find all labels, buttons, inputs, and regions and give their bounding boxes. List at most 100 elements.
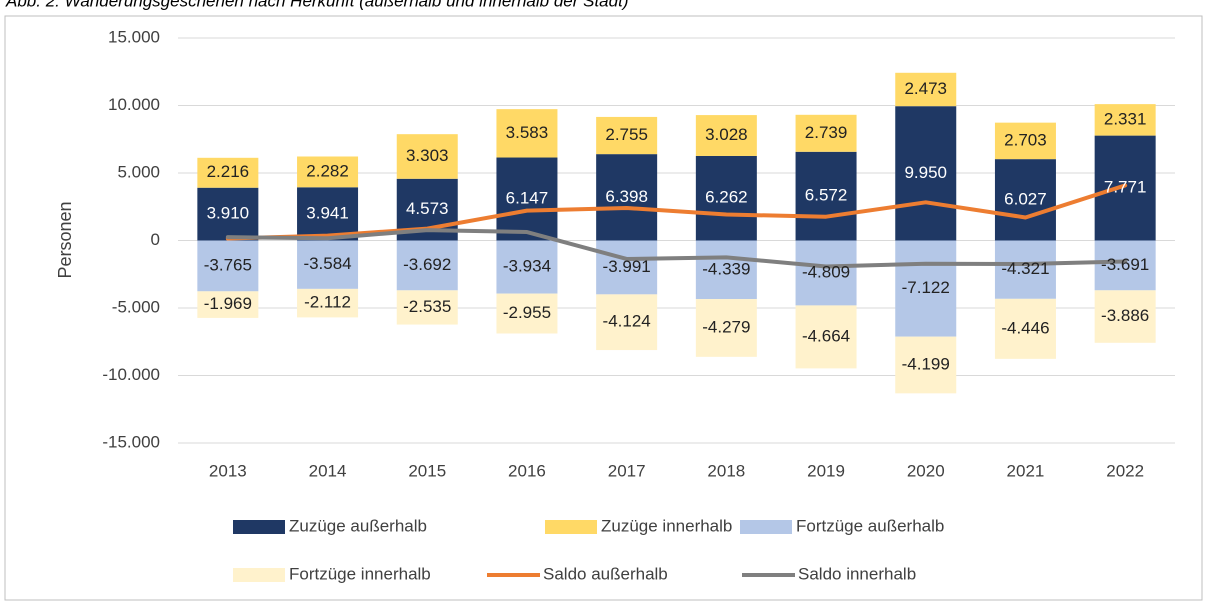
bar (197, 157, 259, 188)
data-label: 3.303 (406, 146, 449, 165)
data-label: -3.765 (204, 255, 252, 274)
data-label: -4.339 (702, 259, 750, 278)
data-label: 6.147 (506, 188, 549, 207)
data-label: 9.950 (904, 163, 947, 182)
legend-label: Saldo außerhalb (543, 564, 668, 583)
data-label: 2.331 (1104, 109, 1147, 128)
chart-frame (4, 15, 1203, 601)
data-label: -2.955 (503, 303, 551, 322)
data-label: 4.573 (406, 199, 449, 218)
data-label: -4.279 (702, 317, 750, 336)
bar (695, 240, 757, 300)
data-label: -4.124 (603, 312, 651, 331)
bar (396, 240, 458, 291)
legend-swatch (740, 520, 792, 534)
line-series (225, 183, 1128, 241)
bar (496, 157, 558, 241)
y-tick-label: 0 (151, 230, 160, 249)
x-tick-label: 2015 (408, 461, 446, 480)
bar (994, 240, 1056, 299)
bar (596, 294, 658, 351)
x-tick-label: 2018 (707, 461, 745, 480)
data-label: -7.122 (902, 278, 950, 297)
bar (994, 159, 1056, 241)
data-label: 3.583 (506, 123, 549, 142)
legend-label: Zuzüge innerhalb (601, 516, 732, 535)
data-label: -3.886 (1101, 306, 1149, 325)
x-tick-label: 2014 (309, 461, 347, 480)
data-label: -3.934 (503, 257, 551, 276)
y-tick-label: -5.000 (112, 297, 160, 316)
data-label: -4.321 (1001, 259, 1049, 278)
data-label: 3.028 (705, 125, 748, 144)
x-tick-label: 2013 (209, 461, 247, 480)
bar (795, 114, 857, 152)
data-label: -1.969 (204, 294, 252, 313)
data-label: -4.809 (802, 262, 850, 281)
data-label: 7.771 (1104, 178, 1147, 197)
bar (297, 240, 359, 289)
x-tick-label: 2021 (1007, 461, 1045, 480)
bar (496, 240, 558, 294)
data-label: 2.473 (904, 79, 947, 98)
legend-label: Fortzüge innerhalb (289, 564, 431, 583)
bar (994, 122, 1056, 160)
bar (795, 240, 857, 306)
bar (795, 151, 857, 241)
bar (895, 240, 957, 337)
data-label: 6.572 (805, 186, 848, 205)
bar (496, 293, 558, 334)
bar (1094, 104, 1156, 136)
bar (994, 298, 1056, 359)
legend-swatch (545, 520, 597, 534)
data-label: 3.941 (306, 203, 349, 222)
data-label: 2.755 (605, 125, 648, 144)
bar (895, 336, 957, 394)
data-label: -4.664 (802, 326, 850, 345)
legend-label: Fortzüge außerhalb (796, 516, 944, 535)
bar (596, 116, 658, 155)
y-tick-label: -15.000 (102, 432, 160, 451)
data-label: -3.991 (603, 257, 651, 276)
data-label: 3.910 (207, 204, 250, 223)
bar (1094, 240, 1156, 291)
bar (596, 240, 658, 295)
bar (197, 291, 259, 318)
bar (695, 155, 757, 241)
bar (695, 299, 757, 357)
y-tick-label: -10.000 (102, 365, 160, 384)
bar (596, 154, 658, 241)
bar (197, 240, 259, 292)
y-tick-label: 5.000 (117, 162, 160, 181)
x-tick-label: 2019 (807, 461, 845, 480)
bar (396, 134, 458, 179)
chart-title: Abb. 2: Wanderungsgeschehen nach Herkunf… (5, 0, 628, 10)
data-label: -4.446 (1001, 318, 1049, 337)
legend-swatch (233, 568, 285, 582)
x-tick-label: 2022 (1106, 461, 1144, 480)
data-label: -4.199 (902, 354, 950, 373)
x-tick-label: 2016 (508, 461, 546, 480)
data-label: -2.112 (304, 293, 351, 312)
legend-label: Zuzüge außerhalb (289, 516, 427, 535)
y-axis-label: Personen (55, 201, 75, 278)
bar (895, 106, 957, 241)
data-label: -3.692 (403, 255, 451, 274)
x-tick-label: 2017 (608, 461, 646, 480)
bar (795, 305, 857, 369)
data-label: 6.027 (1004, 189, 1047, 208)
legend-label: Saldo innerhalb (798, 564, 916, 583)
data-label: 6.262 (705, 188, 748, 207)
x-tick-label: 2020 (907, 461, 945, 480)
bar (297, 156, 359, 188)
data-label: 6.398 (605, 187, 648, 206)
data-label: 2.703 (1004, 130, 1047, 149)
bar (496, 109, 558, 158)
bar (396, 290, 458, 325)
line-series (225, 228, 1128, 269)
data-label: 2.216 (207, 162, 250, 181)
bar (297, 187, 359, 241)
bar (695, 115, 757, 156)
bar (197, 187, 259, 241)
